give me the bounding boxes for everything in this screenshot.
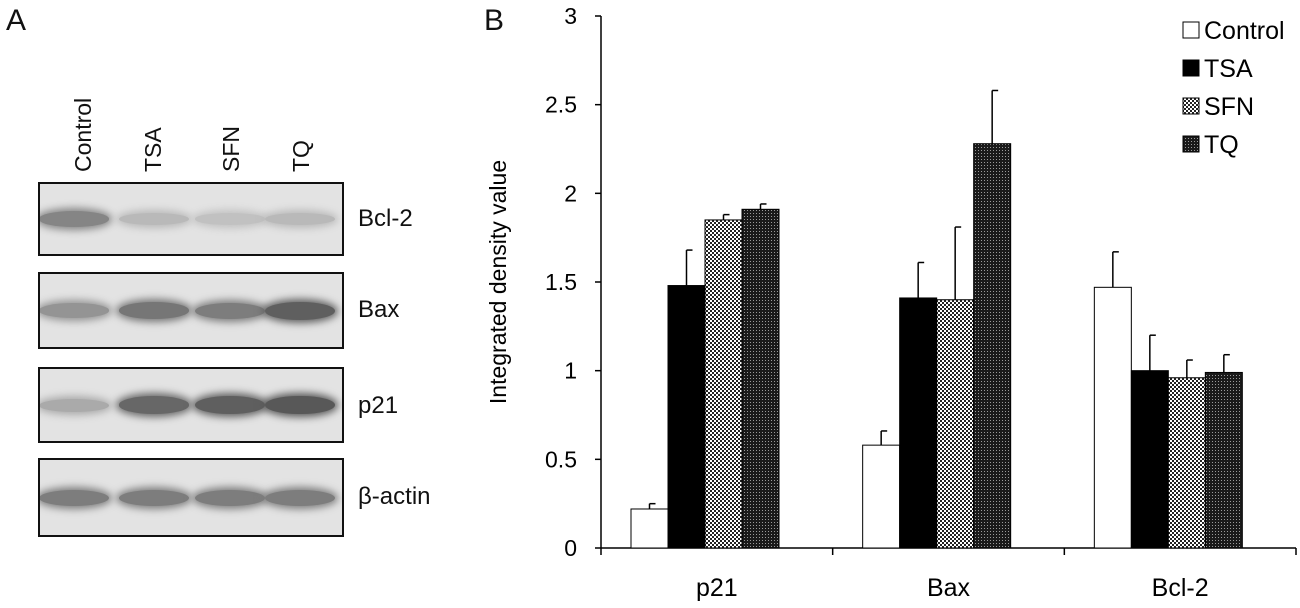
bar bbox=[667, 285, 706, 549]
x-tick-label: Bax bbox=[927, 574, 971, 602]
legend-label: SFN bbox=[1204, 93, 1254, 121]
x-tick-label: p21 bbox=[696, 574, 738, 602]
panel-label-a: A bbox=[6, 4, 27, 37]
blot-band bbox=[119, 396, 189, 414]
blot-band bbox=[40, 398, 109, 412]
bar bbox=[862, 444, 901, 549]
blot-band bbox=[119, 489, 189, 506]
legend-label: TSA bbox=[1204, 55, 1253, 83]
bar bbox=[973, 143, 1012, 549]
protein-label-bax: Bax bbox=[358, 296, 400, 323]
bar bbox=[899, 297, 938, 549]
protein-label-p21: p21 bbox=[358, 392, 399, 419]
bar bbox=[741, 208, 780, 549]
bar bbox=[704, 219, 743, 549]
y-tick-label: 0 bbox=[564, 535, 577, 561]
legend-swatch bbox=[1182, 135, 1200, 153]
protein-label-beta-actin: β-actin bbox=[358, 483, 431, 510]
bar bbox=[630, 508, 669, 549]
blot-band bbox=[265, 489, 335, 506]
blot-band bbox=[40, 489, 109, 506]
blot-band bbox=[195, 489, 265, 506]
legend-label: Control bbox=[1204, 17, 1285, 45]
blot-band bbox=[195, 213, 265, 225]
y-tick-label: 2 bbox=[564, 180, 577, 206]
bar bbox=[1167, 377, 1206, 549]
blot-band bbox=[265, 213, 335, 225]
y-tick-label: 1 bbox=[564, 358, 577, 384]
y-tick-label: 2.5 bbox=[545, 92, 577, 118]
blot-band bbox=[119, 213, 189, 225]
legend-swatch bbox=[1182, 59, 1200, 77]
x-tick-label: Bcl-2 bbox=[1152, 574, 1209, 602]
blot-band bbox=[119, 302, 189, 319]
bar bbox=[1204, 371, 1243, 549]
blot-p21 bbox=[38, 367, 344, 443]
y-tick-label: 0.5 bbox=[545, 446, 577, 472]
legend-swatch bbox=[1182, 97, 1200, 115]
y-tick-label: 1.5 bbox=[545, 269, 577, 295]
blot-band bbox=[40, 211, 109, 227]
legend-swatch bbox=[1182, 21, 1200, 39]
blot-beta-actin bbox=[38, 458, 344, 537]
bar bbox=[936, 299, 975, 549]
blot-band bbox=[40, 303, 109, 318]
blot-band bbox=[265, 395, 335, 415]
panel-label-b: B bbox=[484, 4, 505, 37]
blot-band bbox=[265, 301, 335, 320]
y-axis-label: Integrated density value bbox=[485, 160, 511, 404]
blot-band bbox=[195, 396, 265, 414]
protein-label-bcl2: Bcl-2 bbox=[358, 205, 413, 232]
bar bbox=[1130, 370, 1169, 549]
legend-label: TQ bbox=[1204, 131, 1239, 159]
blot-band bbox=[195, 302, 265, 319]
blot-bax bbox=[38, 272, 344, 349]
y-tick-label: 3 bbox=[564, 3, 577, 29]
blot-bcl2 bbox=[38, 182, 344, 256]
bar bbox=[1093, 286, 1132, 549]
